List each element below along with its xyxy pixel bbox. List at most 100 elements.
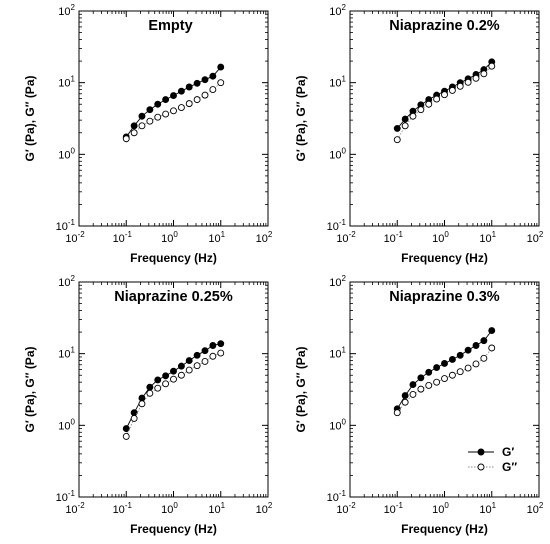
x-tick-label: 10-2 — [65, 501, 85, 516]
legend-marker — [477, 463, 485, 471]
y-tick-label: 100 — [58, 146, 75, 161]
data-point — [417, 106, 425, 114]
y-tick-label: 100 — [329, 146, 346, 161]
data-point — [217, 79, 225, 87]
data-point — [130, 129, 138, 137]
data-point — [130, 122, 138, 130]
data-point — [162, 372, 170, 380]
data-point — [138, 112, 146, 120]
x-tick-label: 101 — [479, 230, 496, 245]
data-point — [480, 70, 488, 78]
y-tick-label: 100 — [329, 417, 346, 432]
y-axis-label: G′ (Pa), G″ (Pa) — [294, 347, 308, 433]
x-tick-label: 101 — [208, 230, 225, 245]
data-point — [185, 357, 193, 365]
data-point — [401, 115, 409, 123]
data-point — [122, 432, 130, 440]
data-point — [217, 340, 225, 348]
x-tick-label: 100 — [161, 230, 178, 245]
data-point — [480, 354, 488, 362]
data-point — [425, 368, 433, 376]
data-point — [138, 400, 146, 408]
data-point — [185, 83, 193, 91]
data-point — [433, 95, 441, 103]
x-tick-label: 102 — [256, 501, 273, 516]
data-point — [433, 378, 441, 386]
data-point — [209, 72, 217, 80]
y-tick-label: 102 — [58, 3, 75, 18]
x-axis-label: Frequency (Hz) — [130, 251, 217, 265]
data-point — [433, 364, 441, 372]
data-point — [201, 357, 209, 365]
data-point — [464, 346, 472, 354]
y-tick-label: 10-1 — [56, 218, 76, 233]
x-tick-label: 100 — [161, 501, 178, 516]
x-tick-label: 10-2 — [336, 501, 356, 516]
x-tick-label: 10-2 — [336, 230, 356, 245]
data-point — [138, 122, 146, 130]
data-point — [154, 376, 162, 384]
x-tick-label: 101 — [208, 501, 225, 516]
data-point — [193, 351, 201, 359]
data-point — [401, 122, 409, 130]
data-point — [209, 352, 217, 360]
chart-title: Niaprazine 0.25% — [114, 289, 233, 305]
chart-title: Empty — [148, 18, 192, 34]
y-tick-label: 101 — [329, 346, 346, 361]
data-point — [393, 409, 401, 417]
data-point — [488, 62, 496, 70]
data-point — [480, 337, 488, 345]
data-point — [130, 409, 138, 417]
y-tick-label: 10-1 — [327, 489, 347, 504]
series-g-double-prime — [393, 344, 496, 417]
x-tick-label: 10-2 — [65, 230, 85, 245]
data-point — [162, 110, 170, 118]
chart-title: Niaprazine 0.2% — [389, 18, 500, 34]
data-point — [177, 371, 185, 379]
y-tick-label: 10-1 — [327, 218, 347, 233]
data-point — [146, 389, 154, 397]
data-point — [488, 327, 496, 335]
y-tick-label: 10-1 — [56, 489, 76, 504]
series-g-prime — [122, 63, 225, 141]
data-point — [448, 371, 456, 379]
series-g-prime — [122, 340, 225, 433]
data-point — [409, 112, 417, 120]
data-point — [201, 347, 209, 355]
x-tick-label: 100 — [432, 501, 449, 516]
data-point — [472, 360, 480, 368]
data-point — [170, 92, 177, 100]
x-tick-label: 10-1 — [113, 230, 133, 245]
x-tick-label: 102 — [527, 501, 544, 516]
x-tick-label: 10-1 — [384, 230, 404, 245]
legend-label: G′ — [502, 445, 514, 459]
y-axis-label: G′ (Pa), G″ (Pa) — [23, 76, 37, 162]
data-point — [401, 398, 409, 406]
series-line — [125, 352, 221, 437]
data-point — [146, 117, 154, 125]
series-g-prime — [393, 327, 496, 413]
x-tick-label: 10-1 — [384, 501, 404, 516]
data-point — [177, 104, 185, 111]
x-tick-label: 102 — [256, 230, 273, 245]
data-point — [401, 392, 409, 400]
series-g-double-prime — [122, 79, 225, 143]
data-point — [425, 100, 433, 108]
data-point — [464, 78, 472, 86]
data-point — [448, 86, 456, 94]
data-point — [170, 107, 177, 115]
y-tick-label: 101 — [329, 75, 346, 90]
plot-frame — [78, 10, 269, 227]
data-point — [201, 76, 209, 84]
data-point — [154, 113, 162, 121]
legend-marker — [477, 448, 485, 456]
chart-title: Niaprazine 0.3% — [389, 289, 500, 305]
series-g-double-prime — [122, 349, 225, 440]
data-point — [122, 425, 130, 433]
data-point — [417, 374, 425, 382]
legend: G′G″ — [468, 445, 517, 474]
y-tick-label: 102 — [58, 274, 75, 289]
data-point — [425, 382, 433, 389]
data-point — [138, 394, 146, 402]
